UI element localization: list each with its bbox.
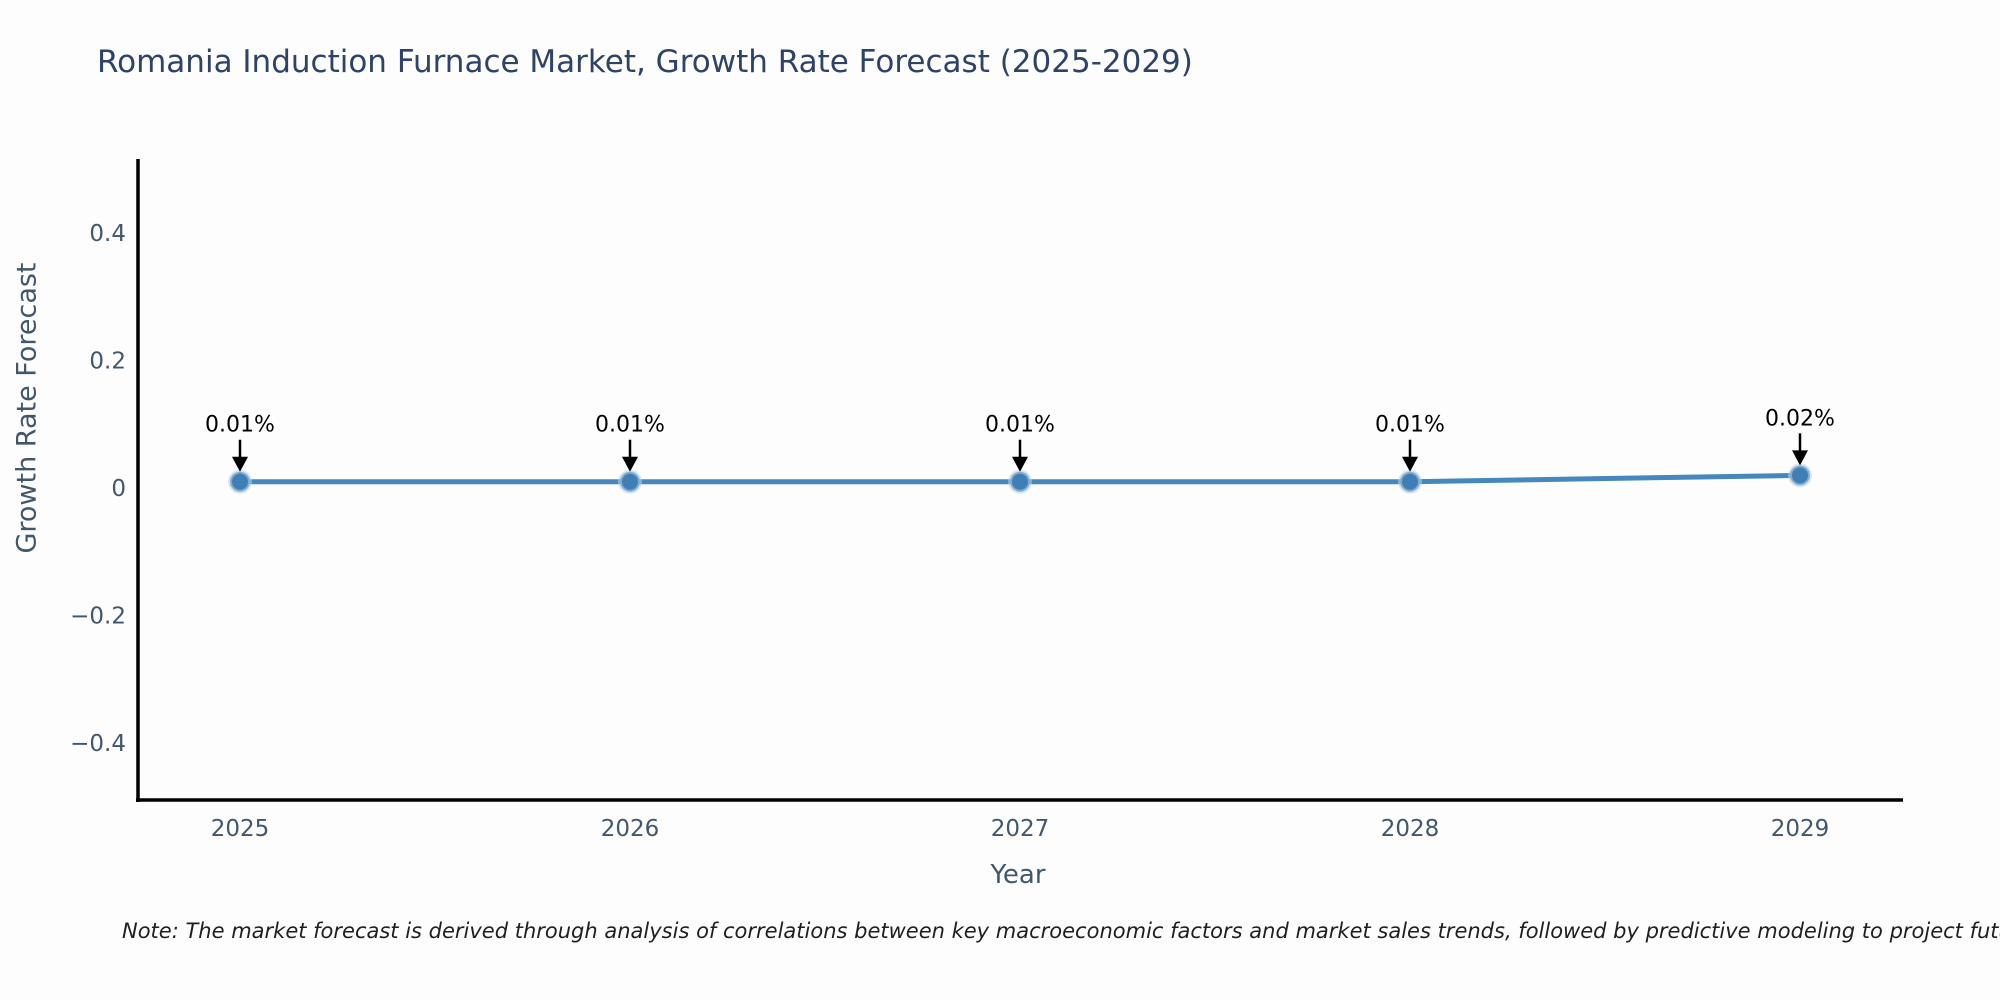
annotation-arrow-head (622, 456, 638, 472)
data-point-marker (1008, 469, 1032, 494)
data-point-annotation: 0.02% (1765, 406, 1835, 431)
x-tick-label: 2028 (1381, 816, 1440, 842)
annotation-arrow-head (1012, 456, 1028, 472)
x-axis-label: Year (990, 860, 1046, 890)
annotation-arrow-head (1402, 456, 1418, 472)
data-point-annotation: 0.01% (1375, 413, 1445, 438)
data-point-annotation: 0.01% (985, 413, 1055, 438)
y-tick-label: 0.2 (89, 349, 126, 375)
y-tick-label: −0.4 (70, 731, 126, 757)
chart-note: Note: The market forecast is derived thr… (122, 919, 2000, 943)
x-tick-label: 2027 (991, 816, 1050, 842)
data-point-marker (1788, 463, 1812, 488)
chart-title: Romania Induction Furnace Market, Growth… (97, 44, 1193, 80)
data-point-marker (618, 469, 642, 494)
data-point-marker (228, 469, 252, 494)
data-point-marker (1398, 469, 1422, 494)
y-tick-label: 0 (111, 476, 126, 502)
y-tick-label: −0.2 (70, 604, 126, 630)
annotation-arrow-head (1792, 450, 1808, 466)
x-tick-label: 2026 (601, 816, 660, 842)
y-axis-label: Growth Rate Forecast (11, 262, 43, 554)
annotation-arrow-head (232, 456, 248, 472)
x-tick-label: 2025 (211, 816, 270, 842)
y-tick-label: 0.4 (89, 221, 126, 247)
data-point-annotation: 0.01% (205, 413, 275, 438)
x-tick-label: 2029 (1771, 816, 1830, 842)
data-point-annotation: 0.01% (595, 413, 665, 438)
